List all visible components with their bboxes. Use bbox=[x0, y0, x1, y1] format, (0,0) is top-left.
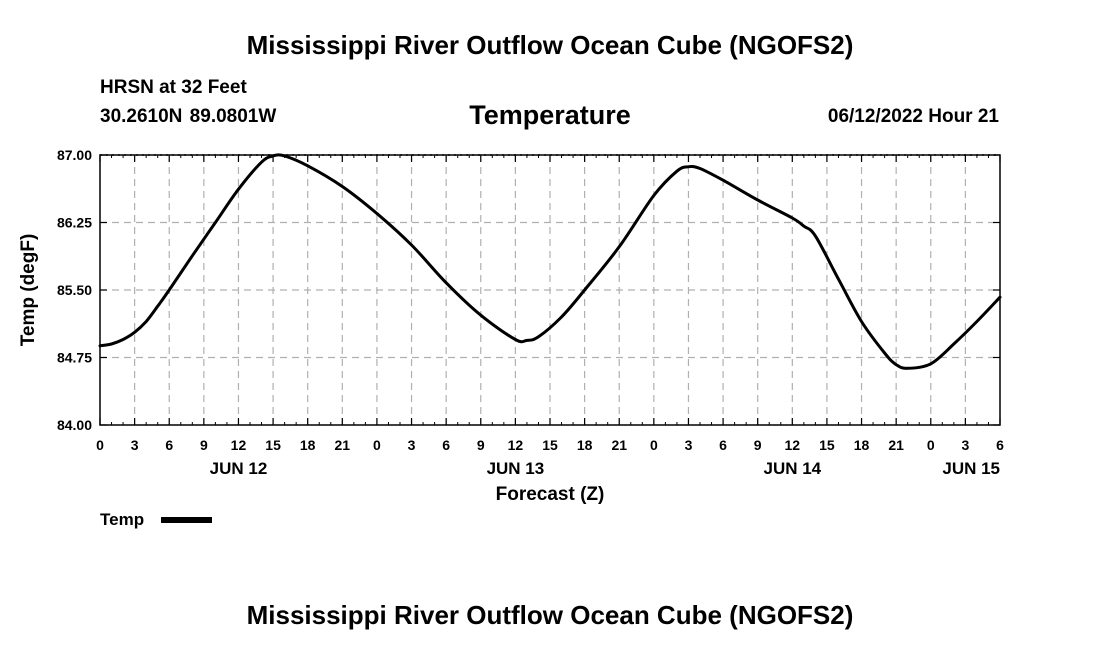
y-tick-label: 85.50 bbox=[57, 282, 92, 298]
forecast-timestamp: 06/12/2022 Hour 21 bbox=[827, 106, 999, 127]
x-tick-label: 21 bbox=[335, 437, 351, 453]
x-tick-label: 21 bbox=[611, 437, 627, 453]
x-tick-label: 9 bbox=[477, 437, 485, 453]
day-label: JUN 12 bbox=[210, 459, 268, 478]
day-label: JUN 14 bbox=[763, 459, 821, 478]
y-tick-label: 87.00 bbox=[57, 147, 92, 163]
legend-swatch bbox=[161, 517, 212, 523]
y-tick-label: 84.75 bbox=[57, 350, 92, 366]
x-tick-label: 3 bbox=[961, 437, 969, 453]
day-labels: JUN 12 JUN 13 JUN 14 JUN 15 bbox=[210, 459, 1000, 478]
coordinates-label: 30.2610N 89.0801W bbox=[100, 106, 277, 127]
x-tick-label: 12 bbox=[785, 437, 801, 453]
x-tick-label: 15 bbox=[542, 437, 558, 453]
x-tick-labels: 0 3 6 9 12 15 18 21 0 3 6 9 12 15 18 21 … bbox=[96, 437, 1004, 453]
x-tick-label: 12 bbox=[508, 437, 524, 453]
station-label: HRSN at 32 Feet bbox=[100, 77, 247, 98]
legend: Temp bbox=[100, 510, 212, 529]
x-tick-label: 3 bbox=[408, 437, 416, 453]
x-tick-label: 6 bbox=[442, 437, 450, 453]
x-tick-label: 9 bbox=[200, 437, 208, 453]
x-tick-label: 6 bbox=[719, 437, 727, 453]
footer-title: Mississippi River Outflow Ocean Cube (NG… bbox=[246, 600, 854, 630]
x-tick-label: 0 bbox=[927, 437, 935, 453]
x-tick-label: 0 bbox=[373, 437, 381, 453]
day-label: JUN 15 bbox=[942, 459, 1000, 478]
y-tick-label: 86.25 bbox=[57, 215, 92, 231]
x-axis-label: Forecast (Z) bbox=[496, 484, 605, 505]
temp-series-line bbox=[98, 153, 1002, 370]
x-tick-label: 3 bbox=[685, 437, 693, 453]
y-tick-labels: 84.00 84.75 85.50 86.25 87.00 bbox=[57, 147, 92, 433]
chart-title: Temperature bbox=[469, 100, 631, 130]
x-tick-label: 21 bbox=[888, 437, 904, 453]
legend-label: Temp bbox=[100, 510, 144, 529]
x-tick-label: 12 bbox=[231, 437, 247, 453]
x-tick-label: 6 bbox=[996, 437, 1004, 453]
x-tick-label: 6 bbox=[165, 437, 173, 453]
y-axis-label: Temp (degF) bbox=[18, 234, 39, 347]
x-tick-label: 15 bbox=[819, 437, 835, 453]
x-tick-label: 18 bbox=[854, 437, 870, 453]
x-tick-label: 15 bbox=[265, 437, 281, 453]
x-tick-label: 18 bbox=[577, 437, 593, 453]
page-title: Mississippi River Outflow Ocean Cube (NG… bbox=[246, 30, 854, 60]
x-tick-label: 9 bbox=[754, 437, 762, 453]
x-tick-label: 0 bbox=[96, 437, 104, 453]
day-label: JUN 13 bbox=[487, 459, 545, 478]
x-tick-label: 0 bbox=[650, 437, 658, 453]
y-tick-label: 84.00 bbox=[57, 417, 92, 433]
x-tick-label: 3 bbox=[131, 437, 139, 453]
x-tick-label: 18 bbox=[300, 437, 316, 453]
